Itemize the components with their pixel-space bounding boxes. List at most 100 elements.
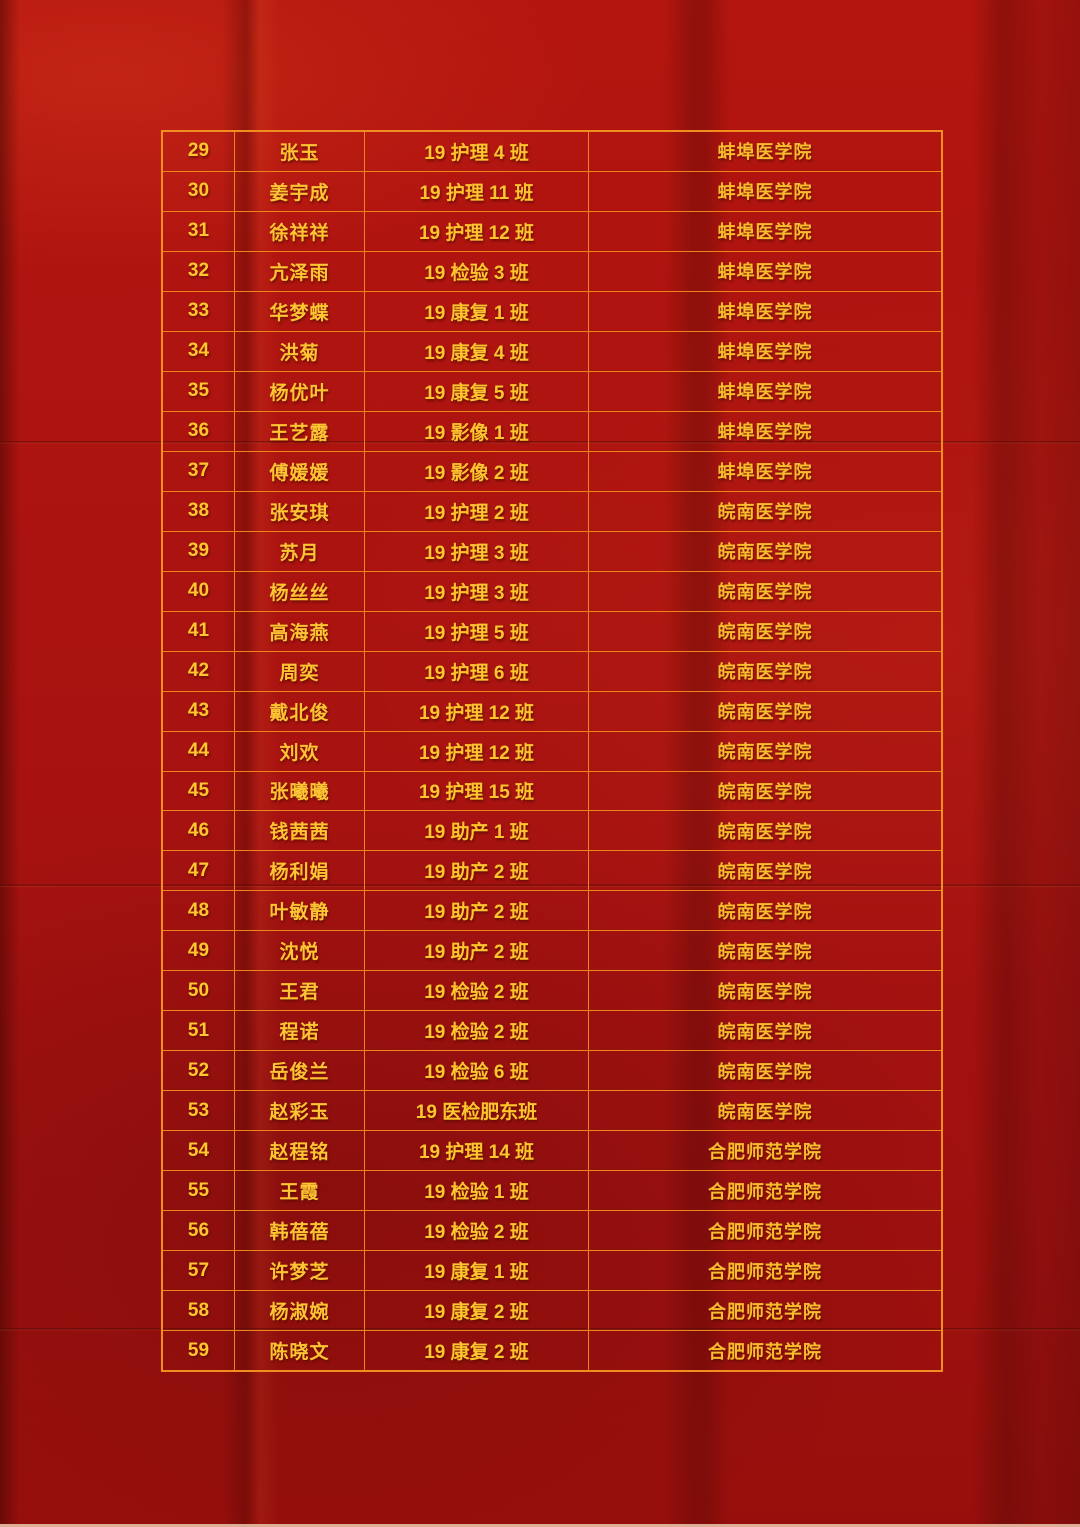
- college-cell: 蚌埠医学院: [717, 262, 813, 283]
- class-cell: 19 护理 3 班: [365, 571, 589, 611]
- student-name-cell: 洪菊: [235, 331, 365, 371]
- row-number-cell: 37: [163, 451, 235, 491]
- college-cell: 蚌埠医学院: [717, 182, 813, 203]
- class-cell: 19 助产 1 班: [365, 811, 589, 851]
- college-cell: 皖南医学院: [717, 981, 813, 1002]
- class-cell: 19 护理 11 班: [365, 171, 589, 211]
- class-cell: 19 影像 1 班: [365, 411, 589, 451]
- row-number-cell: 48: [163, 891, 235, 931]
- table-row: 50 王君 19 检验 2 班 皖南医学院: [163, 971, 941, 1012]
- row-number-cell: 42: [163, 651, 235, 691]
- table-row: 43 戴北俊 19 护理 12 班 皖南医学院: [163, 691, 941, 732]
- college-cell: 蚌埠医学院: [717, 342, 813, 363]
- row-number-cell: 45: [163, 771, 235, 811]
- college-cell: 皖南医学院: [717, 662, 813, 683]
- student-name-cell: 沈悦: [235, 931, 365, 971]
- table-row: 39 苏月 19 护理 3 班 皖南医学院: [163, 531, 941, 572]
- student-name-cell: 程诺: [235, 1011, 365, 1051]
- student-name-cell: 周奕: [235, 651, 365, 691]
- student-name-cell: 亢泽雨: [235, 251, 365, 291]
- college-cell: 蚌埠医学院: [717, 222, 813, 243]
- college-cell: 蚌埠医学院: [717, 462, 813, 483]
- class-cell: 19 护理 12 班: [365, 731, 589, 771]
- table-row: 55 王霞 19 检验 1 班 合肥师范学院: [163, 1171, 941, 1212]
- table-row: 29 张玉 19 护理 4 班 蚌埠医学院: [163, 132, 941, 172]
- student-name-cell: 张安琪: [235, 491, 365, 531]
- roster-table: 29 张玉 19 护理 4 班蚌埠医学院 30 姜宇成 19 护理 11 班蚌埠医学院 31…: [161, 130, 943, 1372]
- row-number-cell: 52: [163, 1051, 235, 1091]
- class-cell: 19 检验 2 班: [365, 1011, 589, 1051]
- table-row: 46 钱茜茜 19 助产 1 班 皖南医学院: [163, 811, 941, 852]
- student-name-cell: 傅媛媛: [235, 451, 365, 491]
- class-cell: 19 康复 2 班: [365, 1331, 589, 1371]
- row-number-cell: 53: [163, 1091, 235, 1131]
- college-cell: 皖南医学院: [717, 502, 813, 523]
- student-name-cell: 陈晓文: [235, 1331, 365, 1371]
- class-cell: 19 护理 5 班: [365, 611, 589, 651]
- table-row: 30 姜宇成 19 护理 11 班 蚌埠医学院: [163, 171, 941, 212]
- student-name-cell: 张曦曦: [235, 771, 365, 811]
- row-number-cell: 41: [163, 611, 235, 651]
- table-row: 54 赵程铭 19 护理 14 班 合肥师范学院: [163, 1131, 941, 1172]
- college-cell: 皖南医学院: [717, 861, 813, 882]
- table-row: 49 沈悦 19 助产 2 班 皖南医学院: [163, 931, 941, 972]
- class-cell: 19 护理 12 班: [365, 211, 589, 251]
- row-number-cell: 47: [163, 851, 235, 891]
- table-row: 48 叶敏静 19 助产 2 班 皖南医学院: [163, 891, 941, 932]
- college-cell: 皖南医学院: [717, 622, 813, 643]
- table-row: 47 杨利娟 19 助产 2 班 皖南医学院: [163, 851, 941, 892]
- class-cell: 19 检验 1 班: [365, 1171, 589, 1211]
- student-name-cell: 王霞: [235, 1171, 365, 1211]
- table-row: 45 张曦曦 19 护理 15 班 皖南医学院: [163, 771, 941, 812]
- class-cell: 19 医检肥东班: [365, 1091, 589, 1131]
- class-cell: 19 护理 2 班: [365, 491, 589, 531]
- table-row: 35 杨优叶 19 康复 5 班 蚌埠医学院: [163, 371, 941, 412]
- student-name-cell: 徐祥祥: [235, 211, 365, 251]
- table-row: 53 赵彩玉 19 医检肥东班 皖南医学院: [163, 1091, 941, 1132]
- class-cell: 19 助产 2 班: [365, 931, 589, 971]
- class-cell: 19 护理 4 班: [365, 132, 589, 171]
- row-number-cell: 57: [163, 1251, 235, 1291]
- row-number-cell: 43: [163, 691, 235, 731]
- table-row: 51 程诺 19 检验 2 班 皖南医学院: [163, 1011, 941, 1052]
- table-row: 58 杨淑婉 19 康复 2 班 合肥师范学院: [163, 1291, 941, 1332]
- college-cell: 皖南医学院: [717, 1101, 813, 1122]
- college-cell: 蚌埠医学院: [717, 142, 813, 163]
- college-cell: 皖南医学院: [717, 542, 813, 563]
- class-cell: 19 护理 6 班: [365, 651, 589, 691]
- college-cell: 合肥师范学院: [708, 1181, 822, 1202]
- table-row: 38 张安琪 19 护理 2 班 皖南医学院: [163, 491, 941, 532]
- table-row: 59 陈晓文 19 康复 2 班 合肥师范学院: [163, 1331, 941, 1371]
- student-name-cell: 杨淑婉: [235, 1291, 365, 1331]
- class-cell: 19 护理 3 班: [365, 531, 589, 571]
- row-number-cell: 46: [163, 811, 235, 851]
- row-number-cell: 31: [163, 211, 235, 251]
- student-name-cell: 赵程铭: [235, 1131, 365, 1171]
- class-cell: 19 康复 2 班: [365, 1291, 589, 1331]
- row-number-cell: 34: [163, 331, 235, 371]
- student-name-cell: 戴北俊: [235, 691, 365, 731]
- row-number-cell: 35: [163, 371, 235, 411]
- row-number-cell: 54: [163, 1131, 235, 1171]
- class-cell: 19 康复 4 班: [365, 331, 589, 371]
- table-row: 56 韩蓓蓓 19 检验 2 班 合肥师范学院: [163, 1211, 941, 1252]
- row-number-cell: 49: [163, 931, 235, 971]
- college-cell: 皖南医学院: [717, 821, 813, 842]
- class-cell: 19 影像 2 班: [365, 451, 589, 491]
- college-cell: 皖南医学院: [717, 1021, 813, 1042]
- student-name-cell: 苏月: [235, 531, 365, 571]
- row-number-cell: 40: [163, 571, 235, 611]
- class-cell: 19 检验 3 班: [365, 251, 589, 291]
- college-cell: 皖南医学院: [717, 901, 813, 922]
- college-cell: 皖南医学院: [717, 1061, 813, 1082]
- row-number-cell: 55: [163, 1171, 235, 1211]
- student-name-cell: 赵彩玉: [235, 1091, 365, 1131]
- table-row: 41 高海燕 19 护理 5 班 皖南医学院: [163, 611, 941, 652]
- student-name-cell: 杨优叶: [235, 371, 365, 411]
- student-name-cell: 王艺露: [235, 411, 365, 451]
- class-cell: 19 护理 12 班: [365, 691, 589, 731]
- table-row: 32 亢泽雨 19 检验 3 班 蚌埠医学院: [163, 251, 941, 292]
- row-number-cell: 50: [163, 971, 235, 1011]
- student-name-cell: 高海燕: [235, 611, 365, 651]
